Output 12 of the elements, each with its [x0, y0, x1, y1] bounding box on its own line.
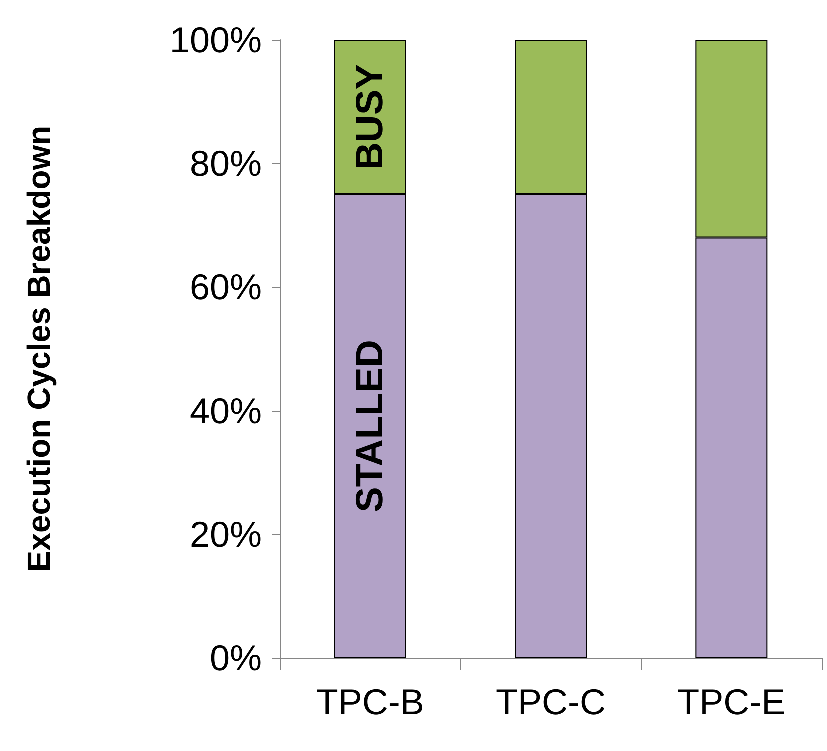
series-label: BUSY — [349, 64, 392, 170]
y-axis-title: Execution Cycles Breakdown — [21, 126, 57, 572]
y-tick-label: 20% — [190, 514, 262, 555]
y-tick-label: 0% — [210, 638, 262, 678]
series-label: STALLED — [349, 340, 392, 512]
x-tick-label: TPC-E — [678, 682, 786, 722]
y-tick-label: 40% — [190, 390, 262, 432]
y-tick-label: 100% — [170, 20, 262, 60]
x-tick-label: TPC-C — [496, 682, 606, 722]
y-tick-label: 60% — [190, 266, 262, 308]
y-tick-label: 80% — [190, 143, 262, 184]
x-tick-label: TPC-B — [316, 682, 424, 722]
